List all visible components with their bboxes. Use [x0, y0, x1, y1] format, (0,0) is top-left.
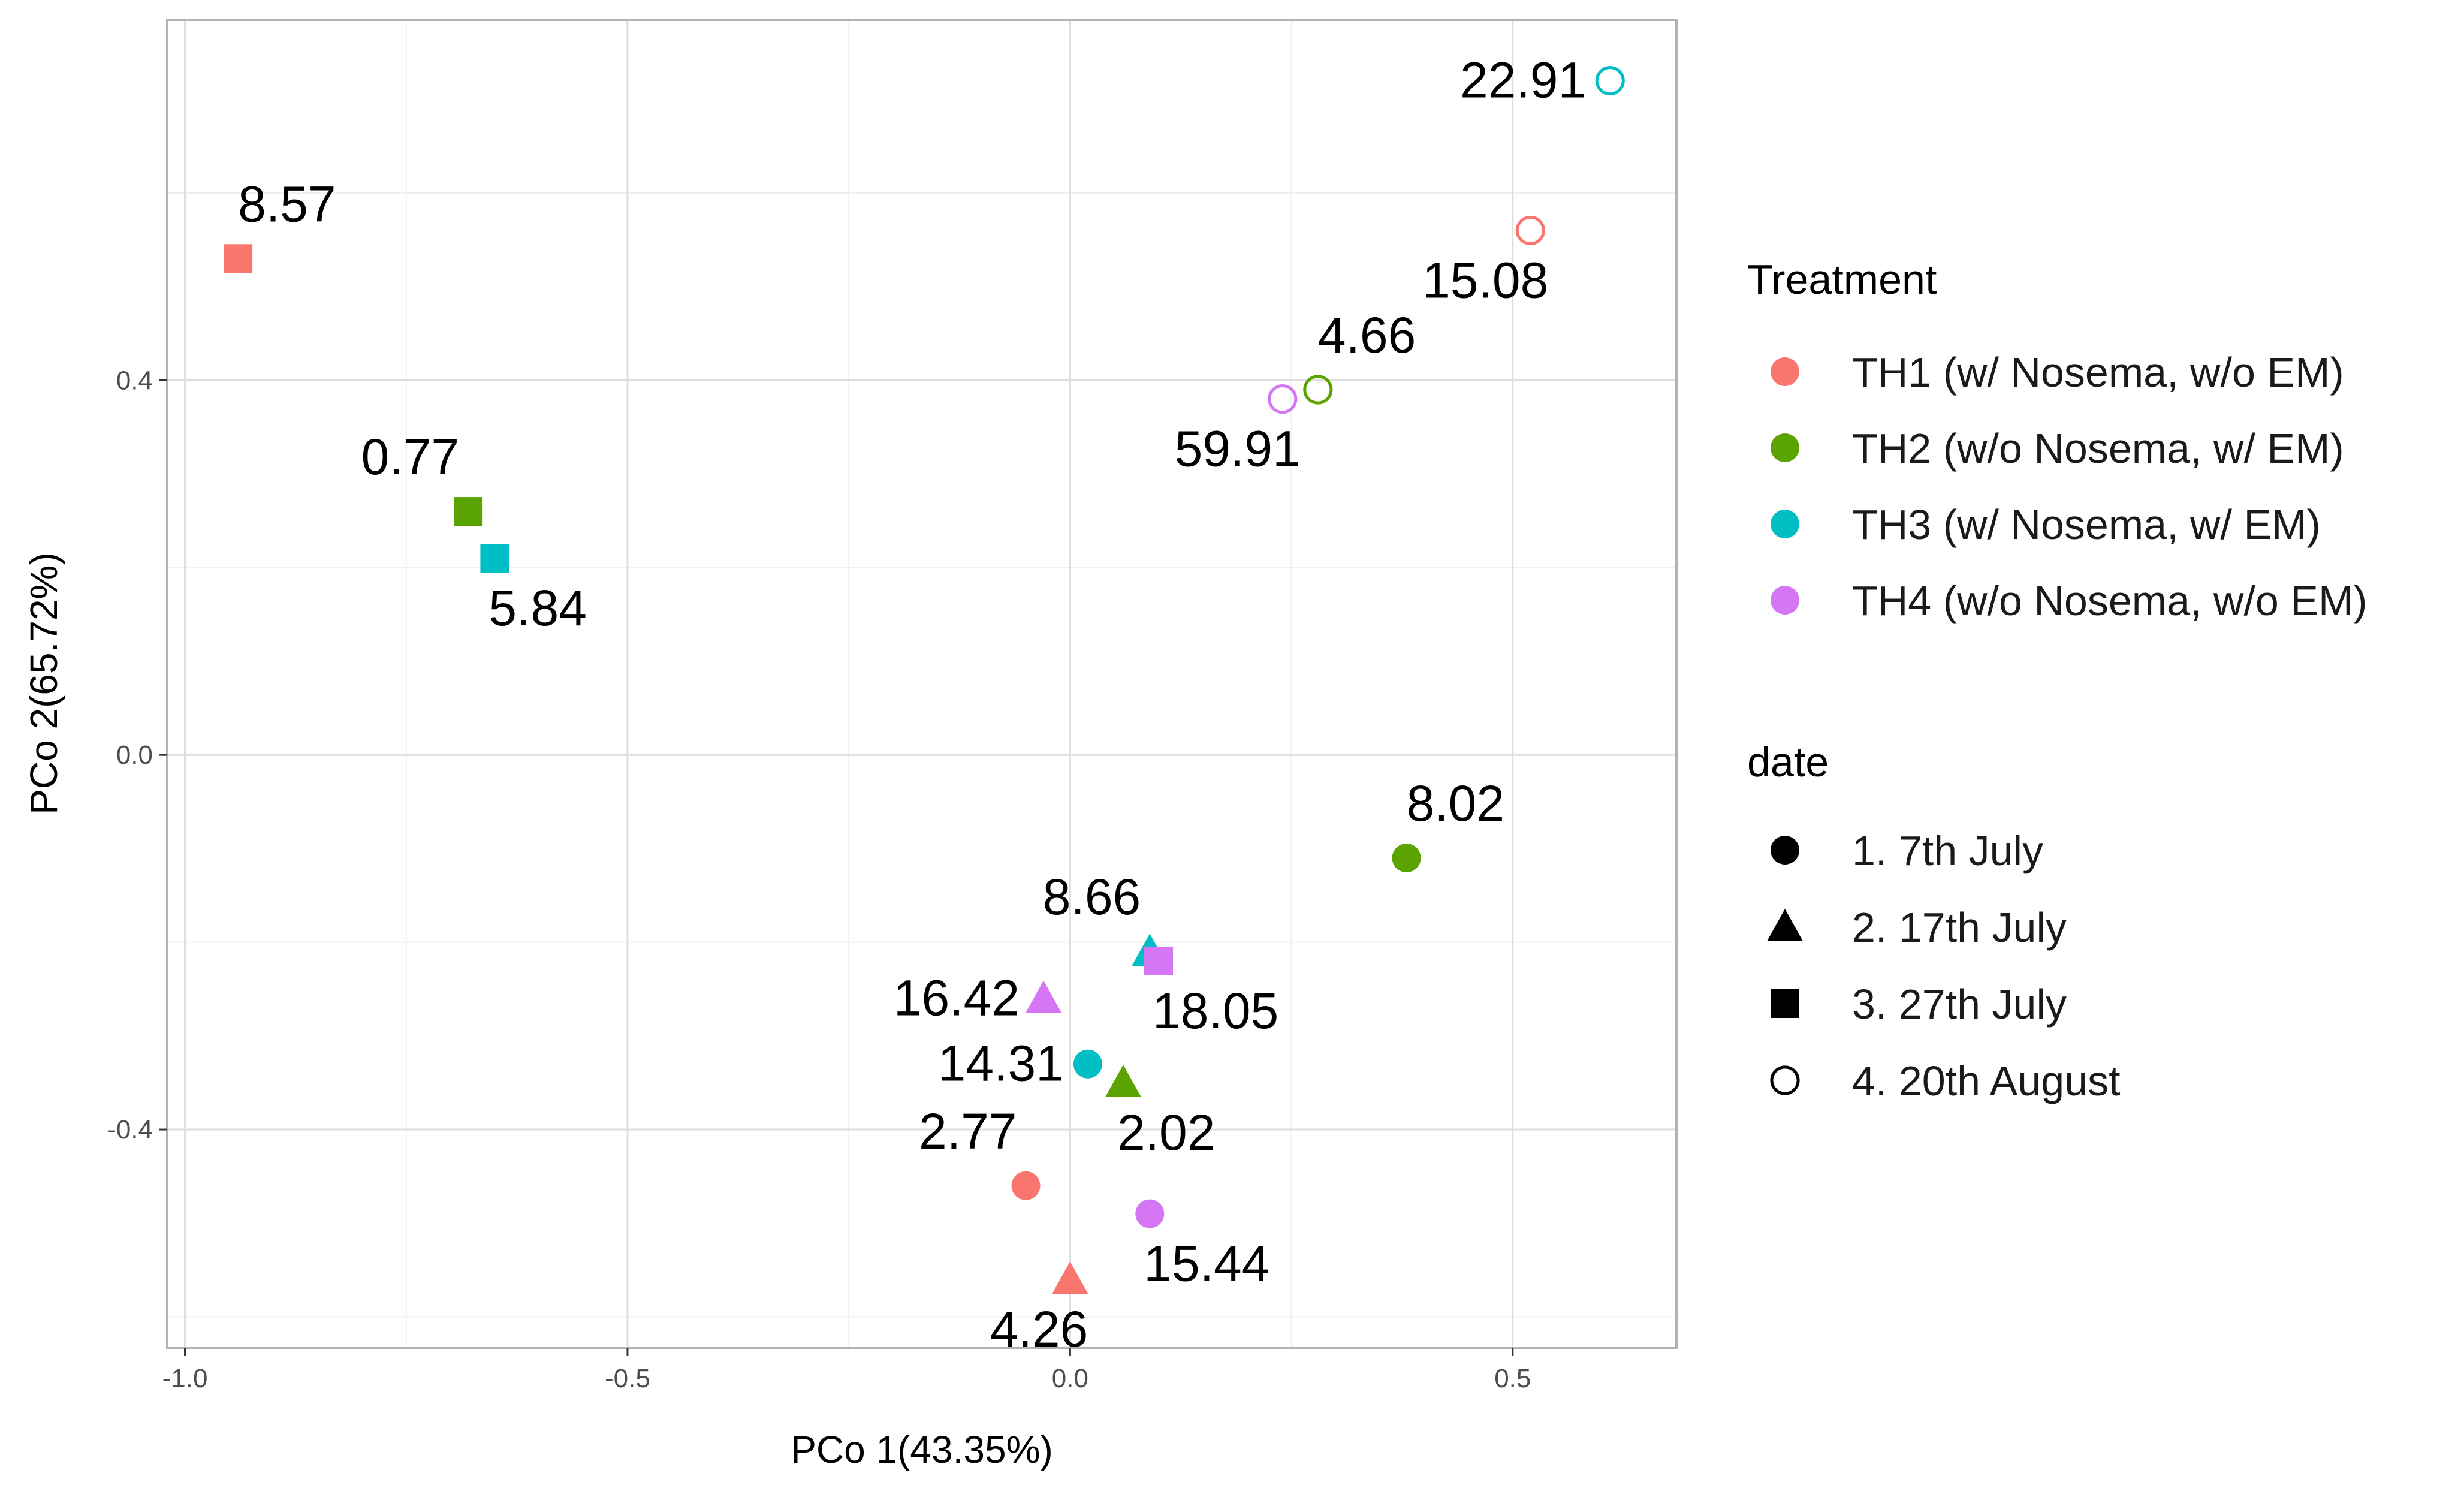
legend-key-d3 [1771, 989, 1799, 1018]
legend-date-title: date [1747, 739, 1829, 785]
data-label: 18.05 [1153, 983, 1278, 1039]
legend-key-th2 [1771, 433, 1799, 462]
data-label: 8.02 [1407, 775, 1505, 832]
legend-label-d2: 2. 17th July [1852, 904, 2067, 951]
data-point-th2-d3 [454, 497, 483, 526]
data-point-th2-d1 [1392, 844, 1421, 873]
x-tick-label: -1.0 [162, 1364, 208, 1393]
legend-label-th4: TH4 (w/o Nosema, w/o EM) [1852, 577, 2368, 624]
panel-background [167, 20, 1676, 1348]
data-label: 22.91 [1460, 52, 1586, 109]
y-tick-label: 0.4 [116, 366, 153, 395]
legend-label-th1: TH1 (w/ Nosema, w/o EM) [1852, 349, 2344, 396]
data-point-th3-d4 [1595, 65, 1625, 96]
legend-label-d4: 4. 20th August [1852, 1058, 2121, 1104]
data-label: 5.84 [488, 580, 587, 636]
data-label: 15.44 [1144, 1236, 1269, 1292]
data-points [224, 65, 1625, 1294]
data-label: 2.77 [919, 1103, 1017, 1159]
x-tick-label: 0.0 [1052, 1364, 1088, 1393]
x-axis-title: PCo 1(43.35%) [791, 1428, 1053, 1471]
legend-key-d2 [1767, 909, 1803, 941]
data-point-th4-d4 [1268, 384, 1298, 414]
data-label: 16.42 [894, 969, 1020, 1026]
data-point-th1-d3 [224, 244, 253, 273]
data-label: 8.57 [238, 176, 336, 232]
data-point-th2-d2 [1105, 1064, 1141, 1097]
x-tick-label: 0.5 [1494, 1364, 1531, 1393]
legend-key-th1 [1771, 357, 1799, 386]
data-point-th1-d4 [1515, 215, 1545, 246]
y-axis-title: PCo 2(65.72%) [22, 552, 65, 815]
legend-key-th4 [1771, 586, 1799, 615]
data-label: 15.08 [1422, 252, 1548, 308]
legend-treatment: Treatment TH1 (w/ Nosema, w/o EM) TH2 (w/… [1747, 256, 2368, 624]
axis-ticks: -1.0 -0.5 0.0 0.5 -0.4 0.0 0.4 [107, 366, 1531, 1393]
legend-date: date 1. 7th July 2. 17th July 3. 27th July… [1747, 739, 2121, 1104]
legend-key-d1 [1771, 836, 1799, 865]
y-tick-label: -0.4 [107, 1115, 153, 1144]
data-point-th2-d4 [1303, 375, 1333, 405]
data-point-th1-d2 [1052, 1261, 1088, 1294]
point-labels: 8.57 0.77 5.84 22.91 15.084.66 59.91 8.02 8.66 1… [238, 52, 1586, 1357]
data-label: 4.26 [990, 1301, 1088, 1357]
legend-label-d1: 1. 7th July [1852, 827, 2043, 874]
legend-key-th3 [1771, 510, 1799, 538]
legend-label-d3: 3. 27th July [1852, 981, 2067, 1028]
legend-key-d4 [1770, 1065, 1800, 1095]
data-label: 14.31 [938, 1035, 1064, 1092]
data-point-th4-d1 [1135, 1199, 1165, 1228]
panel-border [166, 19, 1678, 1349]
x-tick-label: -0.5 [605, 1364, 650, 1393]
legend-label-th2: TH2 (w/o Nosema, w/ EM) [1852, 425, 2344, 472]
data-label: 0.77 [361, 429, 460, 485]
data-label: 8.66 [1043, 869, 1141, 925]
data-label: 4.66 [1318, 307, 1416, 363]
data-label: 2.02 [1117, 1104, 1216, 1161]
data-point-th3-d3 [480, 544, 509, 573]
y-tick-label: 0.0 [116, 740, 153, 770]
data-point-th3-d1 [1073, 1049, 1102, 1079]
legend-treatment-title: Treatment [1747, 256, 1937, 303]
data-label: 59.91 [1175, 421, 1301, 477]
grid-lines [167, 20, 1676, 1348]
data-point-th4-d2 [1026, 980, 1062, 1013]
legend-label-th3: TH3 (w/ Nosema, w/ EM) [1852, 501, 2321, 548]
data-point-th1-d1 [1011, 1171, 1041, 1200]
data-point-th4-d3 [1144, 946, 1174, 975]
